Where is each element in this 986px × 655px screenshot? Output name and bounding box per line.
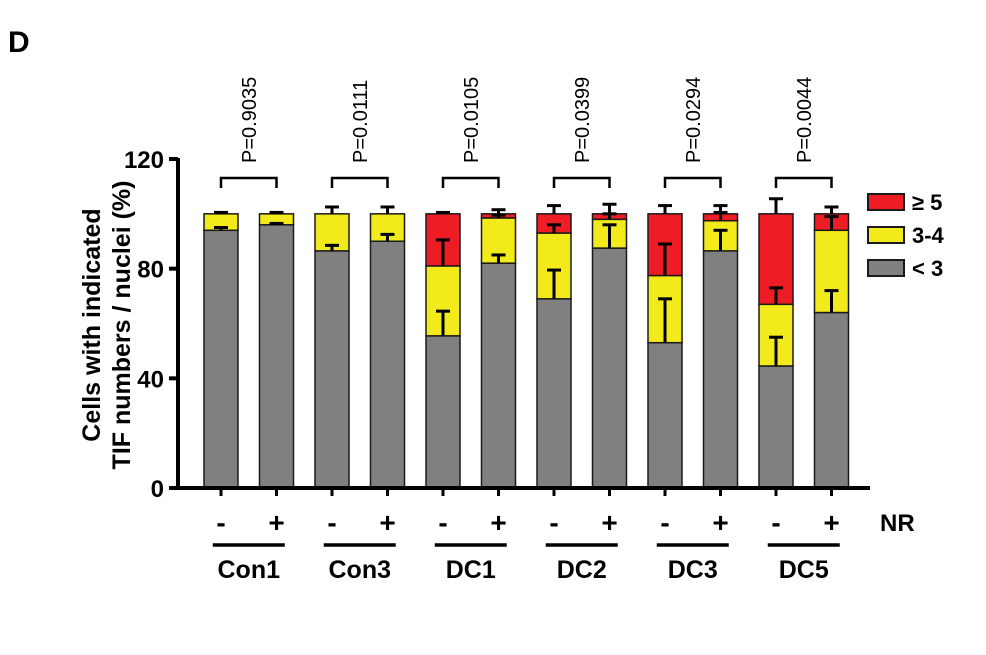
nr-condition-label: +: [823, 507, 839, 538]
y-tick-label: 40: [137, 366, 164, 393]
panel-label: D: [8, 26, 30, 59]
nr-condition-label: +: [268, 507, 284, 538]
nr-condition-label: -: [549, 507, 558, 538]
legend-label-ge5: ≥ 5: [912, 190, 942, 215]
p-value-label: P=0.0294: [683, 77, 705, 163]
significance-bracket: [219, 176, 278, 188]
significance-bracket: [441, 176, 500, 188]
nr-condition-label: -: [327, 507, 336, 538]
significance-bracket: [774, 176, 833, 188]
significance-bracket: [552, 176, 611, 188]
nr-condition-label: +: [601, 507, 617, 538]
bar-segment-lt3: [813, 311, 850, 489]
bar-segment-lt3: [536, 298, 572, 489]
group-label: DC5: [779, 556, 829, 584]
p-value-label: P=0.0044: [794, 77, 816, 163]
group-label: DC2: [557, 556, 607, 584]
bar-segment-lt3: [369, 240, 406, 489]
y-axis-title-line-1: Cells with indicated: [78, 208, 106, 441]
p-value-label: P=0.0111: [350, 80, 372, 163]
legend-label-lt3: < 3: [912, 256, 943, 281]
y-axis-title-line-2: TIF numbers / nuclei (%): [108, 181, 136, 470]
group-label: DC3: [668, 556, 718, 584]
bar-segment-lt3: [758, 365, 794, 489]
significance-bracket: [663, 176, 722, 188]
y-tick-label: 0: [151, 476, 164, 503]
group-label: DC1: [446, 556, 496, 584]
bar-segment-lt3: [425, 335, 461, 489]
nr-condition-label: +: [712, 507, 728, 538]
legend-label-3to4: 3-4: [912, 223, 945, 248]
bar-segment-lt3: [647, 341, 683, 489]
p-value-label: P=0.9035: [239, 77, 261, 163]
nr-condition-label: +: [490, 507, 506, 538]
legend: ≥ 5 3-4 < 3: [867, 190, 945, 281]
p-value-label: P=0.0105: [461, 77, 483, 163]
legend-swatch-3to4: [867, 226, 905, 244]
nr-condition-label: -: [438, 507, 447, 538]
significance-bracket: [330, 176, 389, 188]
p-value-label: P=0.0399: [572, 77, 594, 163]
p-value-annotations: P=0.9035 P=0.0111 P=0.0105 P=0.0399 P=0.0294…: [219, 77, 833, 188]
legend-swatch-ge5: [867, 193, 905, 211]
bar-segment-lt3: [203, 229, 239, 489]
bar-segment-lt3: [591, 247, 628, 489]
bar-segment-lt3: [258, 224, 295, 489]
nr-condition-label: -: [660, 507, 669, 538]
y-tick-label: 120: [124, 147, 164, 174]
bars: [203, 213, 850, 489]
y-axis-title: Cells with indicated TIF numbers / nucle…: [78, 181, 136, 470]
y-tick-label: 80: [137, 257, 164, 284]
nr-condition-label: -: [771, 507, 780, 538]
bar-segment-lt3: [314, 250, 350, 489]
error-bars: [214, 197, 839, 366]
nr-condition-label: +: [379, 507, 395, 538]
y-axis: 0 40 80 120: [124, 147, 180, 503]
nr-condition-label: -: [216, 507, 225, 538]
x-axis: - + - + - + - + - + - + Con1 Con3 DC1 DC2 DC3 DC5: [176, 486, 870, 584]
group-label: Con1: [218, 556, 281, 584]
legend-swatch-lt3: [867, 259, 905, 277]
bar-segment-lt3: [480, 262, 517, 489]
nr-treatment-label: NR: [880, 510, 915, 537]
bar-segment-lt3: [702, 250, 739, 489]
group-label: Con3: [329, 556, 392, 584]
